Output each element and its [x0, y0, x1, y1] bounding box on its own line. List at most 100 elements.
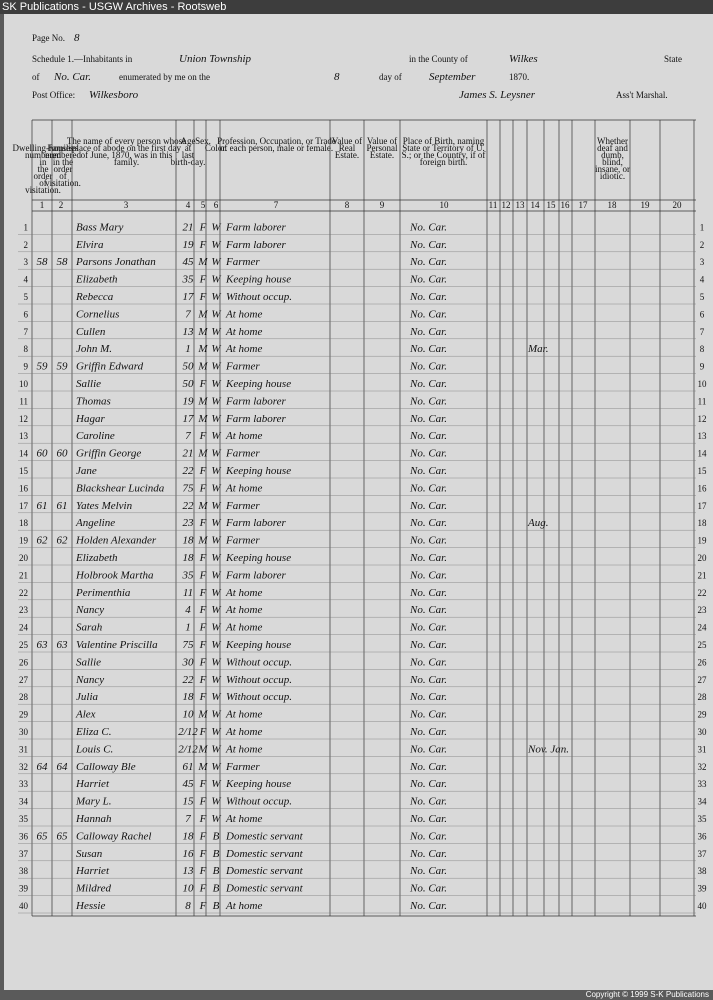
- line-number: 16: [698, 483, 708, 493]
- line-number: 21: [698, 570, 707, 580]
- cell: Sarah: [76, 622, 103, 634]
- cell: Holbrook Martha: [75, 569, 154, 581]
- line-number: 4: [700, 275, 705, 285]
- line-number: 36: [698, 831, 708, 841]
- cell: Farmer: [225, 500, 260, 512]
- cell: Farm laborer: [225, 239, 287, 251]
- cell: Elizabeth: [75, 552, 118, 564]
- line-number: 29: [19, 710, 29, 720]
- cell: W: [211, 291, 221, 303]
- cell: W: [211, 430, 221, 442]
- cell: 2/12: [178, 726, 198, 738]
- cell: 63: [37, 639, 49, 651]
- cell: 61: [37, 500, 48, 512]
- cell: At home: [225, 308, 262, 320]
- cell: Rebecca: [75, 291, 114, 303]
- line-number: 32: [19, 762, 28, 772]
- cell: W: [211, 448, 221, 460]
- cell: 65: [37, 830, 49, 842]
- cell: W: [211, 587, 221, 599]
- cell: Louis C.: [75, 743, 113, 755]
- cell: W: [211, 778, 221, 790]
- cell: F: [199, 430, 207, 442]
- line-number: 2: [700, 240, 705, 250]
- cell: W: [211, 691, 221, 703]
- cell: F: [199, 813, 207, 825]
- cell: 21: [183, 448, 194, 460]
- cell: Domestic servant: [225, 848, 304, 860]
- copyright: Copyright © 1999 S-K Publications: [585, 990, 709, 999]
- cell: Calloway Rachel: [76, 830, 151, 842]
- cell: At home: [225, 622, 262, 634]
- cell: No. Car.: [409, 622, 447, 634]
- cell: 22: [183, 500, 195, 512]
- line-number: 8: [700, 344, 705, 354]
- cell: W: [211, 221, 221, 233]
- cell: 62: [37, 535, 49, 547]
- cell: Keeping house: [225, 778, 291, 790]
- line-number: 9: [700, 362, 705, 372]
- cell: W: [211, 761, 221, 773]
- cell: Hagar: [75, 413, 105, 425]
- cell: 75: [183, 482, 195, 494]
- cell: F: [199, 378, 207, 390]
- column-number: 8: [345, 200, 350, 210]
- line-number: 5: [700, 292, 705, 302]
- cell: W: [211, 239, 221, 251]
- cell: No. Car.: [409, 274, 447, 286]
- cell: Parsons Jonathan: [75, 256, 156, 268]
- cell: No. Car.: [409, 361, 447, 373]
- cell: M: [197, 761, 208, 773]
- cell: Cullen: [76, 326, 106, 338]
- cell: 10: [183, 709, 195, 721]
- cell: Domestic servant: [225, 865, 304, 877]
- header-county: Wilkes: [509, 53, 538, 65]
- cell: F: [199, 465, 207, 477]
- cell: No. Car.: [409, 639, 447, 651]
- cell: M: [197, 395, 208, 407]
- line-number: 26: [19, 657, 29, 667]
- column-number: 3: [124, 200, 129, 210]
- cell: W: [211, 413, 221, 425]
- cell: 15: [183, 796, 195, 808]
- cell: 59: [57, 361, 69, 373]
- cell: 18: [183, 535, 195, 547]
- cell: No. Car.: [409, 743, 447, 755]
- cell: Keeping house: [225, 465, 291, 477]
- cell: F: [199, 274, 207, 286]
- line-number: 25: [698, 640, 708, 650]
- header-township: Union Township: [179, 53, 252, 65]
- column-heading: Dwelling-houses numbered in the order of visit…: [13, 143, 74, 195]
- cell: 22: [183, 674, 195, 686]
- cell: Cornelius: [76, 308, 119, 320]
- cell: 35: [182, 569, 195, 581]
- cell: M: [197, 448, 208, 460]
- cell: 64: [57, 761, 69, 773]
- line-number: 38: [19, 866, 29, 876]
- line-number: 18: [698, 518, 708, 528]
- line-number: 27: [19, 675, 29, 685]
- cell: W: [211, 743, 221, 755]
- cell: No. Car.: [409, 395, 447, 407]
- cell: Yates Melvin: [76, 500, 133, 512]
- cell: 58: [37, 256, 49, 268]
- cell: Griffin Edward: [76, 361, 144, 373]
- cell: No. Car.: [409, 448, 447, 460]
- cell: Mar.: [527, 343, 548, 355]
- line-number: 18: [19, 518, 29, 528]
- line-number: 36: [19, 831, 29, 841]
- cell: Calloway Ble: [76, 761, 136, 773]
- line-number: 34: [698, 797, 708, 807]
- cell: F: [199, 900, 207, 912]
- cell: 1: [185, 343, 191, 355]
- header-day-of: day of: [379, 72, 402, 82]
- cell: Caroline: [76, 430, 115, 442]
- cell: At home: [225, 587, 262, 599]
- cell: M: [197, 326, 208, 338]
- cell: Griffin George: [76, 448, 141, 460]
- line-number: 23: [698, 605, 708, 615]
- column-number: 20: [673, 200, 683, 210]
- cell: Sallie: [76, 378, 101, 390]
- cell: Keeping house: [225, 639, 291, 651]
- line-number: 37: [19, 849, 29, 859]
